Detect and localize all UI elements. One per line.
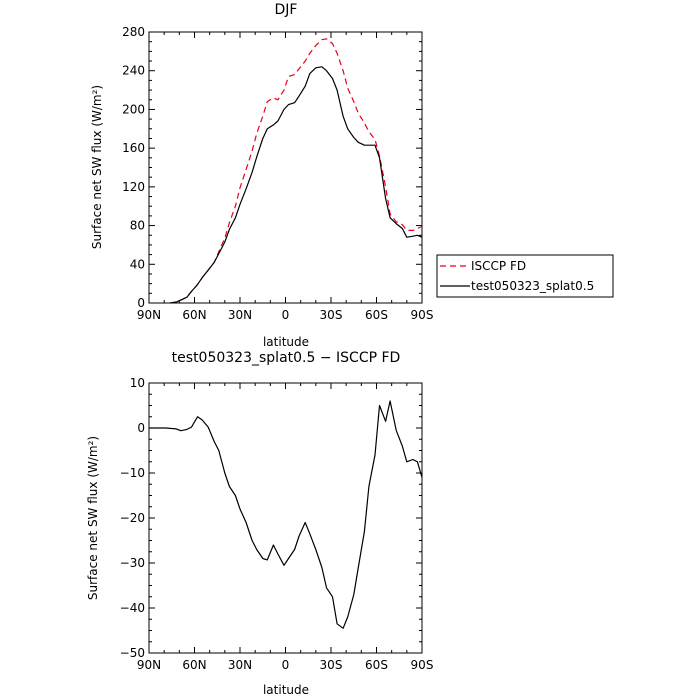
top-panel-title: DJF xyxy=(275,2,298,18)
bottom-y-axis-title: Surface net SW flux (W/m²) xyxy=(86,436,100,600)
x-tick-label-0-0: 90N xyxy=(137,308,161,322)
y-tick-label-0-4: 160 xyxy=(122,141,145,155)
y-tick-label-0-0: 0 xyxy=(137,296,145,310)
x-tick-label-0-2: 30N xyxy=(228,308,252,322)
legend-label-model: test050323_splat0.5 xyxy=(471,279,594,293)
top-plot-area: 90N 60N 30N 0 30S 60S 90S 0 40 80 120 160 200 240 280 xyxy=(122,25,433,322)
x-tick-label-0-5: 60S xyxy=(365,308,388,322)
x-tick-label-1-3: 0 xyxy=(282,658,290,672)
y-tick-label-0-5: 200 xyxy=(122,102,145,116)
y-tick-label-0-3: 120 xyxy=(122,180,145,194)
y-tick-label-0-2: 80 xyxy=(130,219,145,233)
y-tick-label-0-1: 40 xyxy=(130,257,145,271)
y-tick-label-1-2: −30 xyxy=(120,556,145,570)
series-line-1-0 xyxy=(149,400,423,629)
y-tick-label-1-1: −40 xyxy=(120,601,145,615)
y-tick-label-1-6: 10 xyxy=(130,376,145,390)
legend-frame xyxy=(436,254,614,298)
legend-label-isccp: ISCCP FD xyxy=(471,259,526,273)
y-tick-label-1-5: 0 xyxy=(137,421,145,435)
y-tick-label-1-0: −50 xyxy=(120,646,145,660)
y-tick-label-1-3: −20 xyxy=(120,511,145,525)
x-tick-label-1-6: 90S xyxy=(411,658,434,672)
x-tick-label-0-6: 90S xyxy=(411,308,434,322)
legend: ISCCP FD test050323_splat0.5 xyxy=(436,254,614,298)
series-line-0-1 xyxy=(170,66,423,304)
x-tick-label-1-4: 30S xyxy=(320,658,343,672)
top-x-axis-title: latitude xyxy=(263,335,309,349)
bottom-x-axis-title: latitude xyxy=(263,683,309,697)
top-panel: DJF Surface net SW flux (W/m²) latitude … xyxy=(90,2,433,349)
bottom-plot-area: 90N 60N 30N 0 30S 60S 90S −50 −40 −30 −20 −10 0 10 xyxy=(120,376,434,672)
y-tick-label-1-4: −10 xyxy=(120,466,145,480)
x-tick-label-1-1: 60N xyxy=(182,658,206,672)
top-y-axis-title: Surface net SW flux (W/m²) xyxy=(90,85,104,249)
bottom-panel: test050323_splat0.5 − ISCCP FD Surface n… xyxy=(86,350,433,697)
x-tick-label-0-4: 30S xyxy=(320,308,343,322)
y-tick-label-0-6: 240 xyxy=(122,64,145,78)
x-tick-label-0-1: 60N xyxy=(182,308,206,322)
y-tick-label-0-7: 280 xyxy=(122,25,145,39)
x-tick-label-0-3: 0 xyxy=(282,308,290,322)
bottom-panel-title: test050323_splat0.5 − ISCCP FD xyxy=(172,350,401,366)
x-tick-label-1-0: 90N xyxy=(137,658,161,672)
x-tick-label-1-2: 30N xyxy=(228,658,252,672)
x-tick-label-1-5: 60S xyxy=(365,658,388,672)
